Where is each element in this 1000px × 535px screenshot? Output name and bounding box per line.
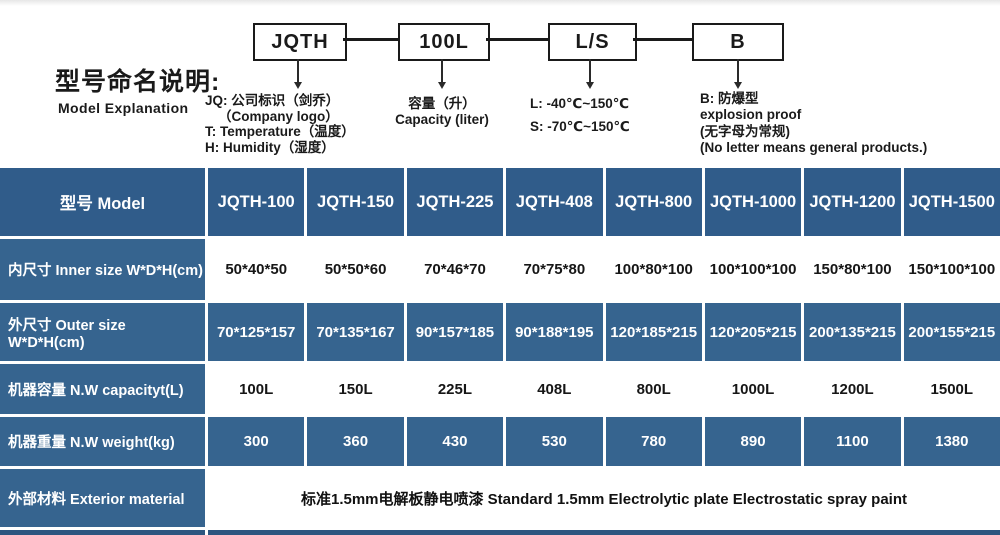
note-line: T: Temperature（温度） bbox=[205, 124, 355, 139]
model-header-cell: JQTH-1500 bbox=[903, 168, 1000, 236]
weight-cell: 1380 bbox=[903, 417, 1000, 466]
bottom-row-label-partial bbox=[0, 530, 205, 535]
capacity-cell: 1500L bbox=[903, 364, 1000, 414]
outer-size-cell: 90*157*185 bbox=[406, 303, 504, 361]
down-arrow-icon bbox=[294, 59, 302, 89]
connector-line bbox=[486, 38, 548, 41]
note-line: L: -40℃~150℃ bbox=[530, 96, 630, 111]
note-temperature-range: L: -40℃~150℃ S: -70℃~150℃ bbox=[530, 92, 630, 138]
note-capacity: 容量（升） Capacity (liter) bbox=[378, 96, 506, 127]
down-arrow-icon bbox=[586, 59, 594, 89]
note-explosion-proof: B: 防爆型 explosion proof bbox=[700, 91, 801, 122]
model-header-cell: JQTH-225 bbox=[406, 168, 504, 236]
connector-line bbox=[343, 38, 398, 41]
capacity-cell: 225L bbox=[406, 364, 504, 414]
note-line: S: -70℃~150℃ bbox=[530, 119, 630, 134]
note-line: (无字母为常规) bbox=[700, 124, 790, 139]
capacity-cell: 800L bbox=[605, 364, 702, 414]
outer-size-cell: 200*155*215 bbox=[903, 303, 1000, 361]
model-code-box-jqth: JQTH bbox=[253, 23, 347, 61]
diagram-title-zh: 型号命名说明: bbox=[55, 68, 221, 96]
weight-cell: 360 bbox=[307, 417, 404, 466]
row-label-outer-size: 外尺寸 Outer size W*D*H(cm) bbox=[0, 303, 205, 361]
note-no-letter: (无字母为常规) (No letter means general produc… bbox=[700, 124, 927, 155]
note-line: H: Humidity（湿度） bbox=[205, 139, 335, 155]
row-label-capacity: 机器容量 N.W capacityt(L) bbox=[0, 364, 205, 414]
diagram-title-en: Model Explanation bbox=[58, 100, 189, 116]
note-line: B: 防爆型 bbox=[700, 91, 759, 106]
model-header-cell: JQTH-150 bbox=[307, 168, 404, 236]
inner-size-cell: 150*100*100 bbox=[903, 239, 1000, 300]
bottom-row-partial bbox=[208, 530, 1000, 535]
note-line: 容量（升） bbox=[408, 96, 476, 111]
capacity-cell: 100L bbox=[208, 364, 305, 414]
model-header-cell: JQTH-408 bbox=[506, 168, 603, 236]
outer-size-cell: 70*135*167 bbox=[307, 303, 404, 361]
note-company-logo: JQ: 公司标识（剑乔） （Company logo） T: Temperatu… bbox=[205, 93, 355, 155]
note-line: Capacity (liter) bbox=[395, 111, 489, 127]
capacity-cell: 1200L bbox=[804, 364, 901, 414]
model-header-cell: JQTH-100 bbox=[208, 168, 305, 236]
inner-size-cell: 100*100*100 bbox=[704, 239, 802, 300]
weight-cell: 890 bbox=[704, 417, 802, 466]
table-header-label: 型号 Model bbox=[0, 168, 205, 236]
note-line: (No letter means general products.) bbox=[700, 139, 928, 155]
model-naming-diagram: 型号命名说明: Model Explanation JQTH 100L L/S … bbox=[0, 0, 1000, 168]
top-edge-shadow bbox=[0, 0, 1000, 6]
capacity-cell: 150L bbox=[307, 364, 404, 414]
spec-table: 型号 Model JQTH-100 JQTH-150 JQTH-225 JQTH… bbox=[0, 168, 1000, 535]
outer-size-cell: 70*125*157 bbox=[208, 303, 305, 361]
inner-size-cell: 100*80*100 bbox=[605, 239, 702, 300]
row-label-exterior-material: 外部材料 Exterior material bbox=[0, 469, 205, 527]
exterior-material-cell: 标准1.5mm电解板静电喷漆 Standard 1.5mm Electrolyt… bbox=[208, 469, 1000, 527]
row-label-inner-size: 内尺寸 Inner size W*D*H(cm) bbox=[0, 239, 205, 300]
model-header-cell: JQTH-1200 bbox=[804, 168, 901, 236]
down-arrow-icon bbox=[734, 59, 742, 89]
outer-size-cell: 200*135*215 bbox=[804, 303, 901, 361]
inner-size-cell: 70*75*80 bbox=[506, 239, 603, 300]
model-code-box-100l: 100L bbox=[398, 23, 490, 61]
capacity-cell: 408L bbox=[506, 364, 603, 414]
inner-size-cell: 50*50*60 bbox=[307, 239, 404, 300]
outer-size-cell: 120*205*215 bbox=[704, 303, 802, 361]
weight-cell: 1100 bbox=[804, 417, 901, 466]
outer-size-cell: 120*185*215 bbox=[605, 303, 702, 361]
weight-cell: 300 bbox=[208, 417, 305, 466]
inner-size-cell: 70*46*70 bbox=[406, 239, 504, 300]
weight-cell: 430 bbox=[406, 417, 504, 466]
diagram-title: 型号命名说明: Model Explanation bbox=[55, 62, 220, 116]
capacity-cell: 1000L bbox=[704, 364, 802, 414]
connector-line bbox=[633, 38, 692, 41]
model-header-cell: JQTH-800 bbox=[605, 168, 702, 236]
inner-size-cell: 150*80*100 bbox=[804, 239, 901, 300]
outer-size-cell: 90*188*195 bbox=[506, 303, 603, 361]
weight-cell: 780 bbox=[605, 417, 702, 466]
note-line: JQ: 公司标识（剑乔） bbox=[205, 93, 340, 108]
row-label-weight: 机器重量 N.W weight(kg) bbox=[0, 417, 205, 466]
note-line: explosion proof bbox=[700, 106, 802, 122]
note-line: （Company logo） bbox=[218, 108, 339, 124]
model-header-cell: JQTH-1000 bbox=[704, 168, 802, 236]
inner-size-cell: 50*40*50 bbox=[208, 239, 305, 300]
weight-cell: 530 bbox=[506, 417, 603, 466]
down-arrow-icon bbox=[438, 59, 446, 89]
model-code-box-b: B bbox=[692, 23, 784, 61]
model-code-box-ls: L/S bbox=[548, 23, 637, 61]
